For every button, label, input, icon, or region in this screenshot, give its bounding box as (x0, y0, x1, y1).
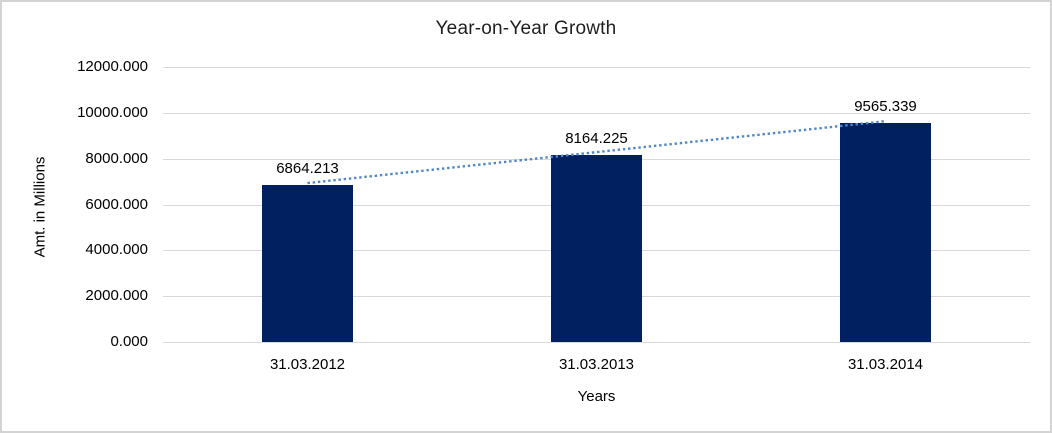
x-tick-label: 31.03.2014 (847, 356, 924, 373)
y-tick-label: 8000.000 (85, 149, 148, 167)
bar (262, 184, 353, 342)
bar-value-label: 8164.225 (565, 129, 628, 147)
bar (551, 154, 642, 342)
y-tick-label: 0.000 (110, 333, 148, 350)
bar-value-label: 9565.339 (854, 97, 917, 115)
bar (840, 122, 931, 342)
x-tick-label: 31.03.2013 (558, 356, 635, 373)
gridline (163, 342, 1030, 343)
chart-title: Year-on-Year Growth (435, 18, 617, 39)
y-tick-label: 10000.000 (77, 103, 148, 121)
y-tick-label: 12000.000 (77, 58, 148, 75)
gridline (163, 67, 1030, 68)
y-tick-label: 2000.000 (85, 287, 148, 305)
y-tick-label: 4000.000 (85, 241, 148, 259)
x-tick-label: 31.03.2012 (269, 356, 346, 373)
x-axis-title: Years (577, 388, 616, 405)
gridline (163, 112, 1030, 114)
y-tick-label: 6000.000 (85, 195, 148, 213)
bar-value-label: 6864.213 (276, 159, 339, 177)
